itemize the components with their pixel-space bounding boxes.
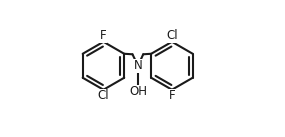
Text: F: F — [100, 29, 107, 42]
Text: Cl: Cl — [98, 89, 109, 102]
Text: Cl: Cl — [166, 29, 178, 42]
Text: F: F — [169, 89, 175, 102]
Text: N: N — [134, 59, 142, 72]
Text: OH: OH — [129, 85, 147, 98]
